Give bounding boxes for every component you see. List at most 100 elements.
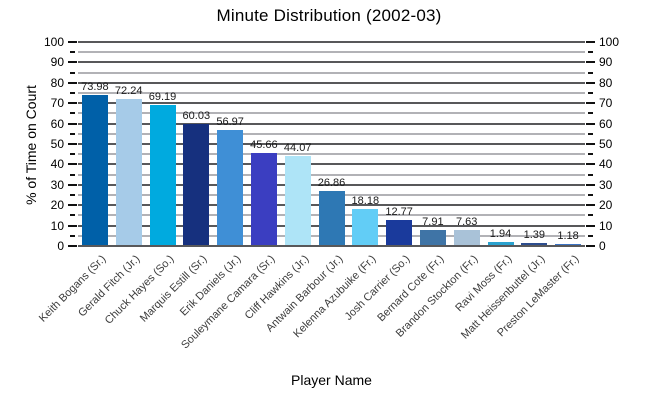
bar: [521, 243, 548, 245]
y-axis-minor-tick: [70, 71, 75, 74]
bar: [81, 95, 108, 245]
gridline-major: [78, 163, 585, 166]
gridline-major: [78, 61, 585, 64]
bar-value-label: 7.91: [422, 215, 444, 228]
x-category-label: Erik Daniels (Jr.): [178, 253, 244, 319]
y-axis-tick: [68, 61, 77, 64]
y-axis-tick: [586, 163, 595, 166]
plot-area: 73.98 72.24 69.19 60.03 56.97 45.66 44.07 26.86…: [78, 41, 585, 247]
y-axis-tick: [586, 224, 595, 227]
bar: [453, 230, 480, 245]
bar: [352, 208, 379, 245]
bar: [419, 229, 446, 245]
gridline-major: [78, 122, 585, 125]
y-axis-tick: [586, 102, 595, 105]
x-category-label: Brandon Stockton (Fr.): [393, 253, 481, 340]
y-tick-label: 50: [50, 137, 64, 151]
y-axis-tick: [586, 61, 595, 64]
y-axis-minor-tick: [70, 194, 75, 196]
bar-value-label: 1.39: [523, 229, 545, 242]
y-tick-label: 50: [599, 137, 613, 151]
y-tick-label: 0: [57, 239, 64, 253]
y-axis-minor-tick: [588, 234, 593, 237]
x-category-label: Ravi Moss (Fr.): [452, 253, 514, 315]
y-axis-minor-tick: [70, 132, 75, 135]
bar: [115, 98, 142, 245]
gridline-minor: [78, 132, 585, 135]
bar-value-label: 7.63: [455, 216, 478, 229]
bar-value-label: 73.98: [81, 81, 109, 94]
y-axis-minor-tick: [588, 112, 593, 115]
y-axis-tick: [68, 102, 77, 105]
y-axis-minor-tick: [588, 173, 593, 176]
y-tick-label: 100: [599, 35, 620, 49]
y-axis-tick: [68, 245, 77, 247]
y-axis-tick: [68, 183, 77, 186]
bar-value-label: 18.18: [351, 194, 380, 207]
gridline-minor: [78, 153, 585, 156]
y-tick-label: 20: [599, 198, 613, 213]
gridline-major: [78, 102, 585, 105]
y-axis-minor-tick: [588, 153, 593, 156]
y-axis-minor-tick: [70, 153, 75, 156]
bar: [183, 123, 210, 245]
y-tick-label: 10: [50, 218, 64, 233]
bar-value-label: 69.19: [148, 90, 177, 103]
y-axis-tick: [68, 122, 77, 125]
y-tick-label: 70: [599, 96, 613, 111]
y-axis-tick: [586, 122, 595, 125]
y-tick-label: 70: [50, 96, 64, 111]
gridline-major: [78, 183, 585, 186]
y-axis-minor-tick: [70, 51, 75, 54]
y-tick-label: 10: [599, 218, 613, 233]
y-axis-tick: [68, 41, 77, 43]
y-tick-label: 80: [599, 75, 613, 90]
bar-value-label: 44.07: [283, 142, 312, 155]
bar: [149, 104, 176, 245]
x-category-label: Kelenna Azubuike (Fr.): [291, 253, 379, 341]
y-tick-label: 90: [50, 55, 64, 70]
x-category-label: Marquis Estill (Sr.): [138, 253, 210, 325]
y-axis-tick: [586, 41, 595, 43]
bar: [250, 152, 277, 245]
y-axis-minor-tick: [588, 51, 593, 54]
gridline-major: [78, 245, 585, 247]
y-tick-label: 40: [50, 157, 64, 172]
y-tick-label: 30: [599, 177, 613, 192]
x-category-label: Gerald Fitch (Jr.): [75, 253, 143, 320]
bar-value-label: 12.77: [385, 205, 413, 218]
y-axis-minor-tick: [588, 214, 593, 217]
y-axis-tick: [586, 245, 595, 247]
y-axis-tick: [586, 143, 595, 145]
y-axis-minor-tick: [70, 92, 75, 94]
y-axis-minor-tick: [588, 194, 593, 196]
y-axis-tick: [68, 143, 77, 145]
y-axis-tick: [68, 224, 77, 227]
gridline-minor: [78, 51, 585, 54]
bar-value-label: 1.18: [557, 229, 579, 242]
bar-value-label: 1.94: [489, 228, 512, 241]
bar: [386, 219, 413, 245]
y-axis-minor-tick: [70, 214, 75, 217]
gridline-major: [78, 41, 585, 43]
x-category-label: Cliff Hawkins (Jr.): [242, 253, 312, 322]
y-tick-label: 20: [50, 198, 64, 213]
y-axis-minor-tick: [588, 132, 593, 135]
bar-value-label: 45.66: [250, 138, 278, 151]
y-axis-tick: [586, 81, 595, 84]
y-tick-label: 80: [50, 75, 64, 90]
chart-title: Minute Distribution (2002-03): [216, 6, 442, 25]
y-axis-minor-tick: [70, 173, 75, 176]
bar-value-label: 72.24: [114, 84, 143, 97]
y-tick-label: 0: [599, 239, 606, 253]
x-category-label: Souleymane Camara (Sr.): [178, 253, 278, 352]
bar-value-label: 56.97: [216, 115, 244, 128]
y-tick-label: 60: [599, 116, 613, 131]
y-axis-tick: [68, 81, 77, 84]
x-category-label: Matt Heissenbuttel (Jr.): [459, 253, 548, 342]
y-axis-minor-tick: [588, 71, 593, 74]
y-axis-tick: [586, 204, 595, 207]
y-tick-label: 90: [599, 55, 613, 70]
y-tick-label: 60: [50, 116, 64, 131]
x-axis-title: Player Name: [291, 372, 372, 388]
